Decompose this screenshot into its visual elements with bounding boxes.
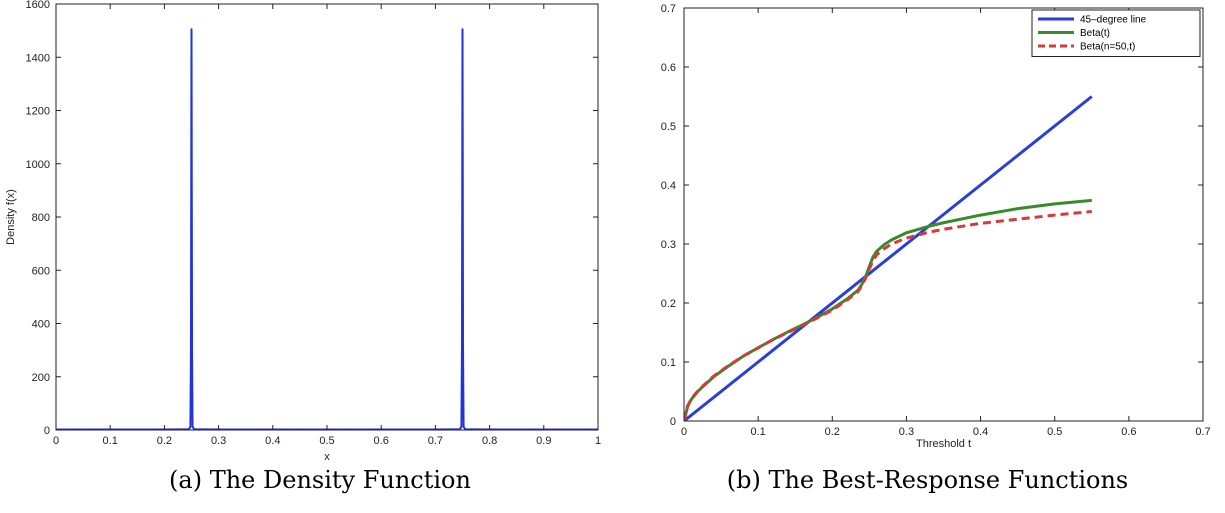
x-tick-label: 0.1	[750, 426, 765, 438]
caption-density: (a) The Density Function	[169, 466, 471, 494]
plot-frame	[55, 3, 599, 431]
legend-label: Beta(n=50,t)	[1080, 42, 1135, 53]
x-tick-label: 0.7	[1195, 426, 1210, 438]
legend: 45–degree line Beta(t) Beta(n=50,t)	[1031, 9, 1201, 57]
x-tick-label: 0.9	[536, 435, 551, 447]
x-tick-label: 0.3	[899, 426, 914, 438]
x-tick-label: 0.6	[374, 435, 389, 447]
y-tick-label: 0.6	[661, 62, 676, 74]
best-response-chart: 0 0.1 0.2 0.3 0.4 0.5 0.6 0.7 0 0.1 0.2 0.3 0.4 0.5 0.…	[661, 3, 1211, 450]
y-axis-label: Density f(x)	[5, 189, 17, 245]
legend-label: 45–degree line	[1080, 15, 1147, 26]
x-tick-label: 0.6	[1121, 426, 1136, 438]
series-line-beta-n-50-t-	[684, 210, 1092, 421]
x-tick-label: 0.1	[103, 435, 118, 447]
x-axis-label: x	[324, 451, 330, 463]
caption-best-response: (b) The Best-Response Functions	[726, 466, 1129, 494]
y-tick-label: 1600	[26, 0, 50, 11]
x-tick-label: 0.5	[319, 435, 334, 447]
x-tick-label: 0.8	[482, 435, 497, 447]
x-tick-label: 0.7	[428, 435, 443, 447]
legend-label: Beta(t)	[1080, 28, 1110, 39]
series-line-0-0	[56, 28, 598, 430]
x-tick-label: 0.3	[211, 435, 226, 447]
y-tick-label: 400	[32, 319, 50, 331]
x-tick-label: 0.2	[825, 426, 840, 438]
plot-frame	[683, 7, 1204, 422]
y-tick-label: 1000	[26, 159, 50, 171]
x-tick-label: 1	[595, 435, 601, 447]
y-tick-label: 0.3	[661, 239, 676, 251]
y-tick-label: 0.7	[661, 3, 676, 15]
series-line-beta-t-	[684, 198, 1092, 421]
x-tick-label: 0.2	[157, 435, 172, 447]
y-tick-label: 0.2	[661, 298, 676, 310]
density-chart: 0 0.1 0.2 0.3 0.4 0.5 0.6 0.7 0.8 0.9 1 0 200 400 600 8…	[5, 0, 601, 463]
y-tick-label: 600	[32, 265, 50, 277]
y-tick-label: 0.4	[661, 180, 676, 192]
x-tick-label: 0.4	[973, 426, 988, 438]
y-tick-label: 1400	[26, 52, 50, 64]
y-tick-label: 200	[32, 372, 50, 384]
x-tick-label: 0.5	[1047, 426, 1062, 438]
series-line-45-degree-line	[684, 95, 1093, 421]
x-axis-label: Threshold t	[916, 438, 971, 450]
x-tick-label: 0.4	[265, 435, 280, 447]
x-tick-label: 0	[53, 435, 59, 447]
y-tick-label: 1200	[26, 106, 50, 118]
y-tick-label: 800	[32, 212, 50, 224]
y-tick-label: 0	[44, 425, 50, 437]
y-tick-label: 0.5	[661, 121, 676, 133]
x-tick-label: 0	[681, 426, 687, 438]
y-tick-label: 0.1	[661, 357, 676, 369]
y-tick-label: 0	[670, 416, 676, 428]
